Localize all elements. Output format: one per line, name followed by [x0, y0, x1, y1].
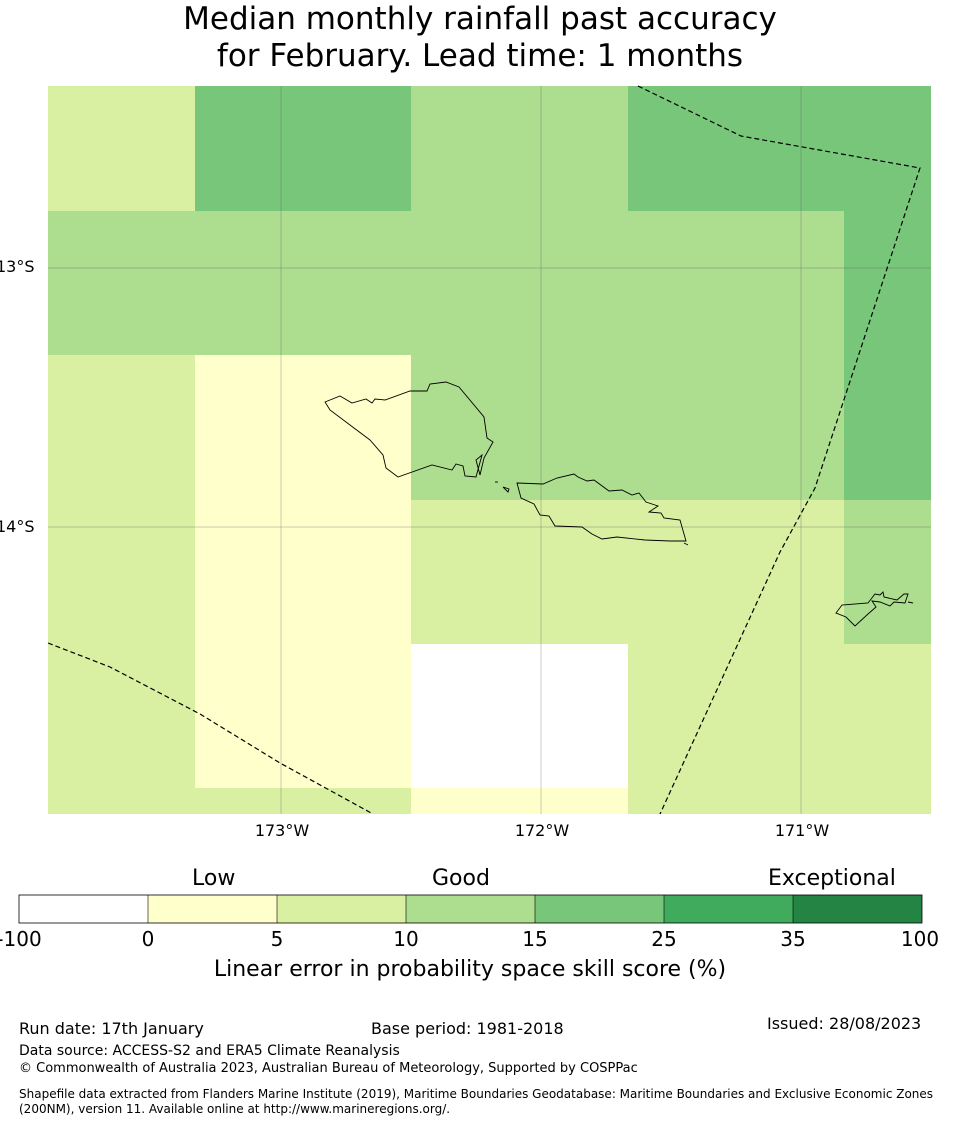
colorbar-category-low: Low	[192, 866, 236, 891]
colorbar-tick: -100	[0, 927, 42, 951]
shapefile-note: Shapefile data extracted from Flanders M…	[19, 1087, 934, 1116]
graticule	[48, 86, 931, 814]
grid-cell	[411, 644, 628, 788]
grid-cell	[195, 355, 411, 500]
upolu-island-outline	[516, 473, 687, 542]
colorbar-tick: 15	[522, 927, 548, 951]
grid-cell	[48, 211, 844, 355]
colorbar-tick: 0	[141, 927, 155, 951]
grid-cell	[195, 644, 411, 788]
colorbar-frame	[18, 894, 923, 924]
colorbar-tick: 100	[900, 927, 940, 951]
eez-boundary-southwest	[47, 642, 374, 815]
grid-cell	[628, 644, 931, 788]
lon-label-172w: 172°W	[514, 821, 570, 840]
colorbar-category-good: Good	[432, 866, 490, 891]
run-date: Run date: 17th January	[19, 1019, 204, 1038]
colorbar-tick: 5	[270, 927, 284, 951]
grid-cell	[628, 86, 931, 211]
map-title-line-2: for February. Lead time: 1 months	[216, 38, 744, 74]
grid-cell	[48, 500, 195, 644]
grid-cell	[195, 86, 411, 211]
eez-boundaries	[47, 85, 921, 815]
grid-cell	[844, 500, 931, 644]
colorbar-label: Linear error in probability space skill …	[213, 957, 727, 982]
grid-cell	[195, 500, 411, 644]
manono-islet	[502, 486, 510, 493]
colorbar-segment	[148, 895, 277, 923]
eez-boundary-east	[637, 85, 921, 815]
data-source: Data source: ACCESS-S2 and ERA5 Climate …	[19, 1043, 400, 1059]
grid-cell	[48, 355, 195, 500]
grid-cell	[628, 788, 931, 814]
coastlines	[324, 381, 914, 627]
colorbar-category-exceptional: Exceptional	[768, 866, 896, 891]
lat-label-14s: 14°S	[0, 517, 35, 536]
colorbar-segment	[406, 895, 535, 923]
copyright: © Commonwealth of Australia 2023, Austra…	[19, 1061, 638, 1076]
grid-cell	[411, 355, 844, 500]
upolu-tip	[683, 542, 689, 546]
issued-date: Issued: 28/08/2023	[767, 1014, 922, 1033]
grid-cell	[48, 86, 195, 211]
map-title-line-1: Median monthly rainfall past accuracy	[183, 1, 777, 37]
colorbar-tick: 10	[393, 927, 419, 951]
aunuu-islet	[907, 601, 914, 604]
colorbar-tick: 35	[780, 927, 806, 951]
base-period: Base period: 1981-2018	[371, 1019, 564, 1038]
grid-cell	[48, 788, 411, 814]
grid-cell	[844, 355, 931, 500]
skill-grid	[48, 86, 931, 814]
grid-cell	[411, 500, 844, 644]
tutuila-island-outline	[835, 591, 909, 627]
grid-cell	[411, 86, 628, 211]
colorbar-segment	[793, 895, 922, 923]
colorbar-segment	[535, 895, 664, 923]
colorbar	[18, 894, 923, 924]
colorbar-segment	[19, 895, 148, 923]
grid-cell	[48, 644, 195, 788]
colorbar-segment	[277, 895, 406, 923]
lon-label-171w: 171°W	[774, 821, 830, 840]
grid-cell	[844, 211, 931, 355]
grid-cell	[411, 788, 628, 814]
lon-label-173w: 173°W	[254, 821, 310, 840]
savaii-island-outline	[324, 381, 494, 478]
lat-label-13s: 13°S	[0, 257, 35, 276]
colorbar-tick: 25	[651, 927, 677, 951]
colorbar-segment	[664, 895, 793, 923]
